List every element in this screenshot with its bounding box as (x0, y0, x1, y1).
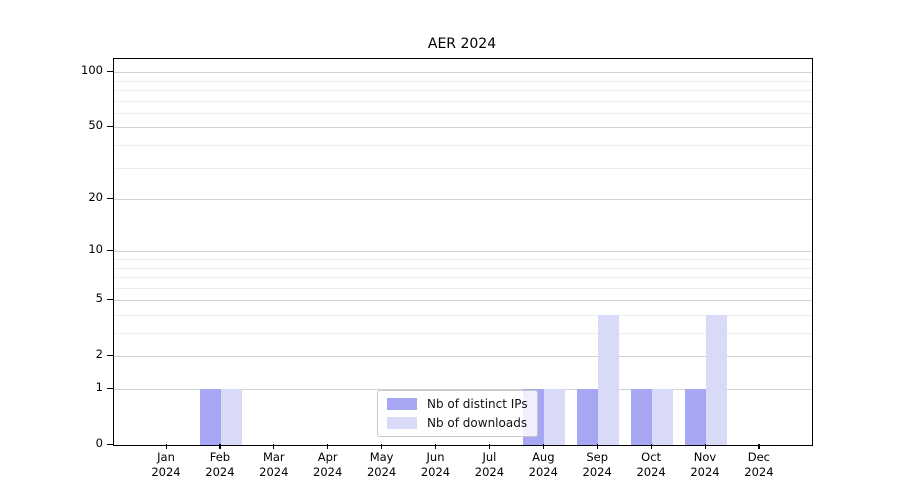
gridline-minor (114, 333, 812, 335)
y-tick-mark (107, 354, 113, 356)
y-tick-mark (107, 70, 113, 72)
gridline-minor (114, 112, 812, 114)
gridline-major (114, 199, 812, 201)
y-tick-label: 10 (88, 242, 103, 257)
gridline-major (114, 72, 812, 74)
y-tick-mark (107, 443, 113, 445)
y-tick-mark (107, 249, 113, 251)
x-tick-mark (327, 444, 329, 449)
gridline-minor (114, 277, 812, 279)
gridline-major (114, 127, 812, 129)
x-tick-label: Oct 2024 (636, 450, 666, 479)
gridline-minor (114, 259, 812, 261)
gridline-minor (114, 90, 812, 92)
gridline-minor (114, 80, 812, 82)
bar-distinct-ips-nov (685, 389, 706, 445)
gridline-minor (114, 167, 812, 169)
legend-label: Nb of distinct IPs (427, 397, 528, 411)
y-tick-label: 1 (95, 380, 103, 395)
gridline-minor (114, 315, 812, 316)
legend-item-distinct-ips: Nb of distinct IPs (387, 396, 528, 412)
bar-distinct-ips-sep (577, 389, 599, 445)
y-tick-label: 100 (81, 63, 103, 78)
x-tick-label: Apr 2024 (313, 450, 343, 479)
y-tick-label: 50 (88, 118, 103, 133)
gridline-minor (114, 145, 812, 147)
gridline-major (114, 300, 812, 302)
x-tick-mark (435, 444, 437, 449)
bar-distinct-ips-feb (199, 389, 221, 445)
y-tick-mark (107, 125, 113, 128)
legend-label: Nb of downloads (427, 416, 528, 430)
x-tick-label: Jul 2024 (474, 450, 505, 479)
bar-distinct-ips-oct (631, 389, 653, 445)
x-tick-mark (596, 444, 598, 449)
x-tick-label: May 2024 (366, 450, 397, 479)
bar-downloads-feb (220, 389, 242, 445)
y-tick-mark (107, 298, 113, 300)
gridline-minor (114, 267, 812, 269)
y-tick-label: 0 (95, 436, 103, 450)
x-tick-mark (542, 444, 544, 449)
gridline-major (114, 251, 812, 253)
gridline-minor (114, 100, 812, 102)
x-tick-label: Dec 2024 (744, 450, 774, 479)
chart-title: AER 2024 (427, 36, 497, 52)
y-tick-label: 5 (95, 291, 103, 306)
bar-downloads-nov (706, 315, 727, 445)
bar-downloads-oct (652, 389, 674, 445)
x-tick-mark (758, 444, 760, 449)
x-tick-label: Sep 2024 (582, 450, 612, 479)
plot-area (113, 58, 813, 446)
x-tick-mark (273, 444, 275, 449)
x-tick-mark (650, 444, 652, 449)
x-tick-label: Aug 2024 (528, 450, 558, 479)
x-tick-mark (381, 444, 383, 449)
x-tick-label: Feb 2024 (205, 450, 235, 479)
legend-swatch-downloads (387, 417, 417, 429)
bar-downloads-sep (598, 315, 620, 445)
x-tick-label: Jun 2024 (420, 450, 451, 479)
gridline-major (114, 356, 812, 358)
gridline-major (114, 389, 812, 391)
y-tick-mark (107, 197, 113, 199)
x-tick-label: Nov 2024 (690, 450, 720, 479)
y-tick-label: 20 (88, 190, 103, 205)
legend-item-downloads: Nb of downloads (387, 415, 528, 431)
x-tick-mark (704, 444, 706, 449)
x-tick-label: Mar 2024 (259, 450, 289, 479)
gridline-minor (114, 287, 812, 289)
x-tick-label: Jan 2024 (151, 450, 181, 479)
bar-downloads-aug (544, 389, 566, 445)
x-tick-mark (488, 444, 491, 449)
legend: Nb of distinct IPs Nb of downloads (377, 390, 538, 437)
y-tick-mark (107, 387, 113, 389)
legend-swatch-distinct-ips (387, 398, 417, 410)
y-tick-label: 2 (95, 347, 103, 362)
x-tick-mark (219, 444, 221, 449)
x-tick-mark (165, 444, 167, 449)
